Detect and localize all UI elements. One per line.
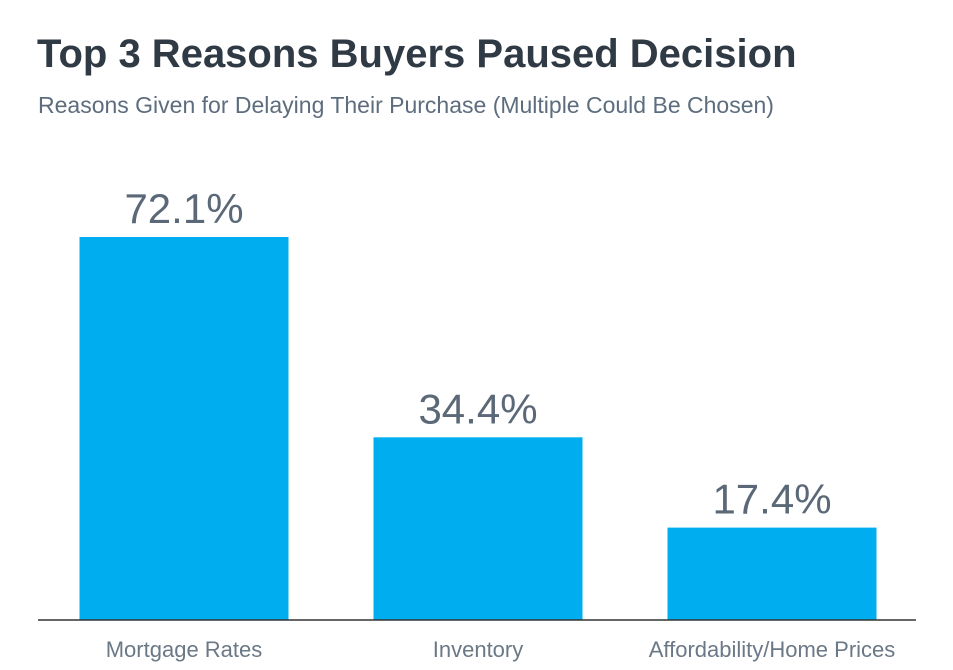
bar-value-label: 17.4% (712, 476, 831, 523)
category-label: Inventory (433, 637, 524, 662)
category-label: Affordability/Home Prices (649, 637, 896, 662)
chart-title: Top 3 Reasons Buyers Paused Decision (37, 32, 797, 76)
bar-mortgage-rates (79, 237, 289, 620)
bar-value-label: 34.4% (418, 385, 537, 432)
chart-subtitle: Reasons Given for Delaying Their Purchas… (38, 92, 774, 118)
bar-value-label: 72.1% (124, 185, 243, 232)
category-label: Mortgage Rates (106, 637, 263, 662)
value-labels-layer: 72.1% 34.4% 17.4% (124, 185, 831, 523)
bar-inventory (373, 437, 583, 620)
bar-affordability-home-prices (667, 527, 877, 620)
bars-layer (79, 237, 877, 620)
category-labels-layer: Mortgage Rates Inventory Affordability/Hom… (106, 637, 896, 662)
